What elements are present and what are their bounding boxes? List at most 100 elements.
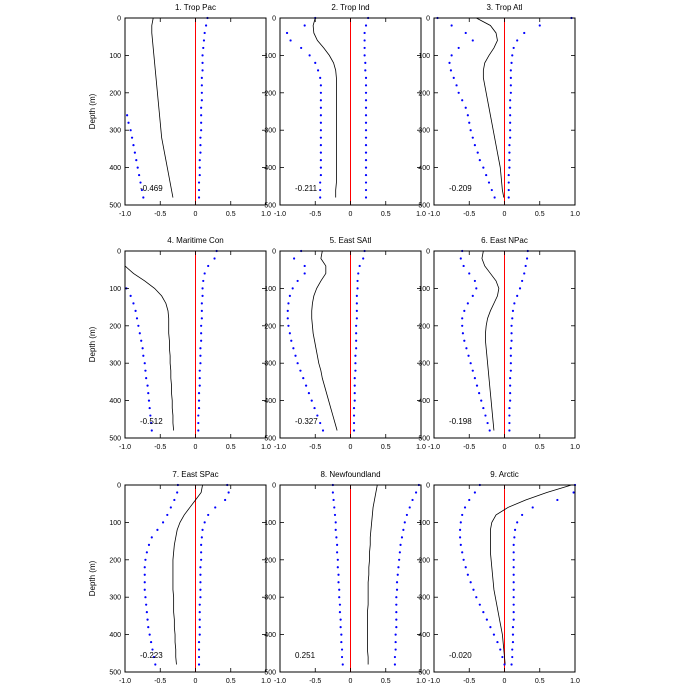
upper-bound-point — [572, 491, 575, 494]
lower-bound-point — [136, 166, 139, 169]
upper-bound-point — [355, 317, 358, 320]
upper-bound-point — [197, 392, 201, 395]
lower-bound-point — [308, 54, 311, 57]
lower-bound-point — [457, 91, 460, 94]
upper-bound-point — [364, 144, 368, 147]
panel-6: 6. East NPac -1.0 -0.5 0 0.5 1.0 0 100 200 300 400… — [418, 236, 580, 451]
panel-title: 4. Maritime Con — [167, 236, 223, 245]
lower-bound-point — [485, 618, 488, 621]
panel-title: 3. Trop Atl — [486, 3, 522, 12]
upper-bound-point — [402, 528, 405, 531]
upper-bound-point — [363, 31, 366, 35]
upper-bound-point — [508, 144, 511, 147]
x-tick-label: 0.5 — [535, 678, 545, 685]
lower-bound-point — [285, 31, 289, 35]
upper-bound-point — [201, 528, 204, 531]
upper-bound-point — [227, 491, 230, 494]
upper-bound-point — [511, 317, 514, 320]
upper-bound-point — [511, 54, 514, 57]
upper-bound-point — [199, 151, 202, 154]
lower-bound-point — [340, 640, 343, 644]
panel-2: 2. Trop Ind -1.0 -0.5 0 0.5 1.0 0 100 200 300 400 5… — [264, 3, 426, 218]
correlation-value: -0.198 — [449, 417, 472, 426]
panel-title: 9. Arctic — [490, 470, 518, 479]
x-tick-label: -0.5 — [463, 678, 475, 685]
upper-bound-point — [511, 655, 514, 659]
x-tick-label: 1.0 — [570, 444, 580, 451]
y-tick-label: 100 — [264, 520, 276, 527]
upper-bound-point — [396, 573, 399, 576]
lower-bound-point — [319, 144, 322, 147]
x-tick-label: -0.5 — [154, 678, 166, 685]
upper-bound-point — [356, 279, 359, 283]
upper-bound-point — [511, 633, 515, 636]
y-tick-label: 300 — [109, 128, 121, 135]
y-axis-label: Depth (m) — [88, 560, 97, 596]
upper-bound-point — [352, 421, 356, 425]
upper-bound-point — [353, 377, 356, 380]
y-tick-label: 200 — [418, 323, 430, 330]
upper-bound-point — [512, 603, 515, 606]
upper-bound-point — [509, 399, 512, 402]
lower-bound-point — [319, 421, 322, 425]
upper-bound-point — [398, 551, 401, 554]
lower-bound-point — [304, 384, 308, 387]
panel-title: 2. Trop Ind — [331, 3, 369, 12]
upper-bound-point — [364, 129, 368, 132]
lower-bound-point — [501, 655, 504, 659]
lower-bound-point — [294, 354, 297, 357]
upper-bound-point — [199, 596, 202, 599]
lower-bound-point — [143, 588, 146, 591]
upper-bound-point — [198, 626, 201, 629]
y-tick-label: 300 — [264, 361, 276, 368]
lower-bound-point — [338, 596, 341, 599]
panel-8: 8. Newfoundland -1.0 -0.5 0 0.5 1.0 0 100 200 300… — [264, 470, 426, 685]
upper-bound-point — [364, 76, 368, 79]
x-tick-label: 0 — [194, 444, 198, 451]
lower-bound-point — [161, 521, 165, 524]
upper-bound-point — [393, 663, 397, 666]
upper-bound-point — [200, 76, 203, 79]
x-tick-label: 1.0 — [261, 444, 271, 451]
lower-bound-point — [150, 536, 153, 539]
upper-bound-point — [200, 129, 203, 132]
lower-bound-point — [319, 196, 322, 199]
x-tick-label: -1.0 — [119, 444, 131, 451]
lower-bound-point — [469, 581, 472, 584]
lower-bound-point — [299, 369, 302, 372]
lower-bound-point — [478, 392, 481, 395]
lower-bound-point — [480, 399, 483, 402]
lower-bound-point — [130, 136, 134, 139]
lower-bound-point — [173, 498, 176, 502]
y-tick-label: 200 — [418, 557, 430, 564]
lower-bound-point — [169, 506, 172, 509]
lower-bound-point — [319, 173, 322, 177]
upper-bound-point — [508, 429, 511, 432]
lower-bound-point — [450, 24, 453, 27]
lower-bound-point — [319, 166, 322, 169]
lower-bound-point — [129, 294, 132, 297]
mean-line — [476, 17, 505, 198]
correlation-value: -0.209 — [449, 184, 472, 193]
lower-bound-point — [337, 573, 340, 576]
lower-bound-point — [148, 633, 151, 636]
correlation-value: -0.020 — [449, 651, 472, 660]
y-tick-label: 200 — [109, 557, 121, 564]
x-tick-label: 1.0 — [570, 211, 580, 218]
upper-bound-point — [200, 91, 203, 94]
lower-bound-point — [129, 129, 132, 132]
lower-bound-point — [152, 655, 156, 659]
upper-bound-point — [512, 46, 515, 50]
lower-bound-point — [461, 317, 464, 320]
lower-bound-point — [300, 46, 303, 50]
y-tick-label: 400 — [418, 165, 430, 172]
upper-bound-point — [197, 421, 200, 425]
x-tick-label: 1.0 — [416, 444, 426, 451]
panel-title: 7. East SPac — [172, 470, 218, 479]
mean-line — [481, 250, 500, 431]
upper-bound-point — [364, 106, 368, 109]
y-tick-label: 500 — [109, 670, 121, 677]
y-tick-label: 100 — [109, 286, 121, 293]
lower-bound-point — [334, 521, 337, 524]
upper-bound-point — [200, 317, 203, 320]
